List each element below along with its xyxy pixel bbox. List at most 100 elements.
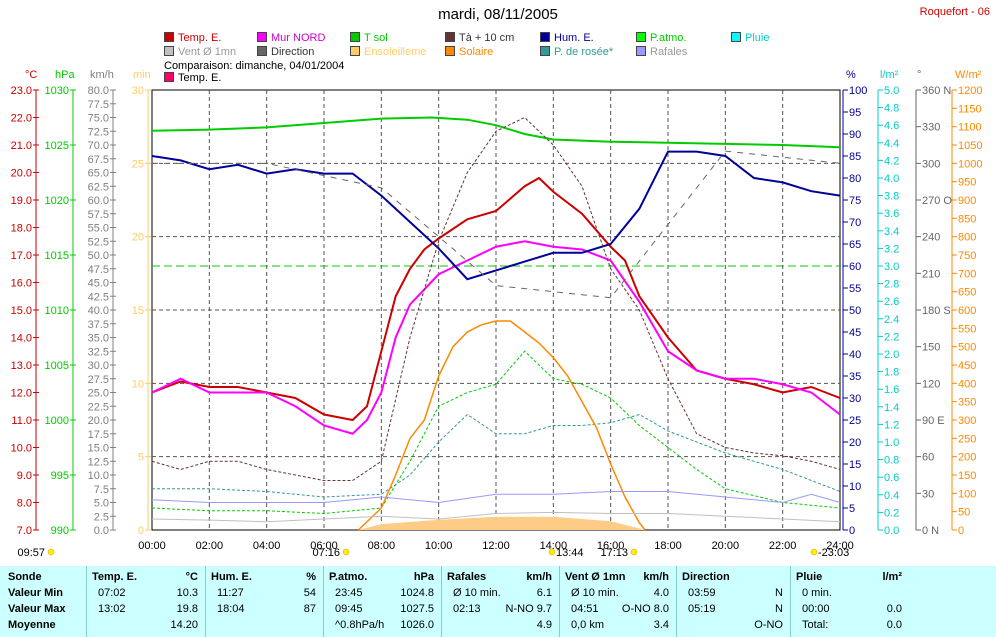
- table-column-divider: [86, 566, 87, 637]
- y-tick-label-solar_wm2: 800: [958, 232, 976, 244]
- y-tick-label-rain_lm2: 0.2: [884, 507, 899, 519]
- y-tick-label-rain_lm2: 4.6: [884, 120, 899, 132]
- y-tick-label-wind_kmh: 20.0: [88, 415, 109, 427]
- table-cell-time: ^0.8hPa/h: [335, 619, 385, 631]
- y-tick-label-temp_c: 22.0: [11, 113, 32, 125]
- y-tick-label-direction_deg: 90 E: [922, 415, 945, 427]
- x-tick-label: 24:00: [826, 540, 854, 552]
- table-cell-value: 0.0: [886, 619, 902, 631]
- legend-item: Temp. E.: [164, 32, 221, 44]
- y-tick-label-humidity_pct: 25: [849, 415, 861, 427]
- y-tick-label-humidity_pct: 60: [849, 261, 861, 273]
- table-column-unit: hPa: [413, 571, 434, 583]
- y-tick-label-solar_wm2: 500: [958, 342, 976, 354]
- table-column-header: Hum. E.: [211, 571, 252, 583]
- legend-item: Ensoleilleme: [350, 46, 426, 58]
- sun-marker-icon: [342, 548, 350, 556]
- y-tick-label-wind_kmh: 35.0: [88, 333, 109, 345]
- table-cell-time: 23:45: [335, 587, 363, 599]
- table-cell-time: 09:45: [335, 603, 363, 615]
- table-cell-time: 05:19: [688, 603, 716, 615]
- y-tick-label-direction_deg: 300: [922, 158, 940, 170]
- y-tick-label-temp_c: 17.0: [11, 250, 32, 262]
- legend-swatch: [257, 46, 267, 56]
- y-tick-label-temp_c: 21.0: [11, 140, 32, 152]
- y-tick-label-wind_kmh: 17.5: [88, 429, 109, 441]
- table-cell-time: Ø 10 min.: [571, 587, 619, 599]
- legend-item: P. de rosée*: [540, 46, 613, 58]
- y-tick-label-rain_lm2: 4.4: [884, 138, 899, 150]
- table-row-label: Valeur Max: [8, 603, 66, 615]
- legend-label: Hum. E.: [554, 32, 594, 44]
- y-tick-label-rain_lm2: 1.8: [884, 367, 899, 379]
- y-tick-label-wind_kmh: 15.0: [88, 443, 109, 455]
- y-tick-label-humidity_pct: 100: [849, 85, 867, 97]
- table-cell-value: O-NO 8.0: [621, 603, 669, 615]
- y-tick-label-humidity_pct: 35: [849, 371, 861, 383]
- table-column-divider: [205, 566, 206, 637]
- y-tick-label-rain_lm2: 1.4: [884, 402, 899, 414]
- y-tick-label-pressure_hpa: 990: [51, 525, 69, 537]
- y-tick-label-sunshine_min: 25: [132, 158, 144, 170]
- y-tick-label-humidity_pct: 85: [849, 151, 861, 163]
- y-tick-label-wind_kmh: 25.0: [88, 388, 109, 400]
- table-cell-value: 19.8: [176, 603, 198, 615]
- y-tick-label-rain_lm2: 2.0: [884, 349, 899, 361]
- y-tick-label-temp_c: 9.0: [17, 470, 32, 482]
- y-tick-label-humidity_pct: 30: [849, 393, 861, 405]
- table-cell-value: 6.1: [536, 587, 552, 599]
- y-tick-label-solar_wm2: 1100: [958, 122, 982, 134]
- axis-unit-label: km/h: [90, 69, 114, 81]
- legend-item: Mur NORD: [257, 32, 325, 44]
- table-cell-value: 14.20: [170, 619, 198, 631]
- sun-time-label: 07:16: [312, 547, 340, 559]
- y-tick-label-pressure_hpa: 1030: [45, 85, 69, 97]
- y-tick-label-temp_c: 20.0: [11, 168, 32, 180]
- legend-swatch: [257, 32, 267, 42]
- series-line-p-de-ros-e-: [152, 413, 841, 498]
- y-tick-label-solar_wm2: 400: [958, 378, 976, 390]
- legend-label: P.atmo.: [650, 32, 687, 44]
- y-tick-label-humidity_pct: 0: [849, 525, 855, 537]
- table-column-header: Direction: [682, 571, 730, 583]
- x-tick-label: 16:00: [597, 540, 625, 552]
- table-cell-value: N-NO 9.7: [505, 603, 552, 615]
- legend-label: Direction: [271, 46, 315, 58]
- y-tick-label-rain_lm2: 4.8: [884, 103, 899, 115]
- legend-swatch: [350, 32, 360, 42]
- table-column-divider: [559, 566, 560, 637]
- y-tick-label-rain_lm2: 0.8: [884, 455, 899, 467]
- y-tick-label-solar_wm2: 600: [958, 305, 976, 317]
- y-tick-label-rain_lm2: 3.0: [884, 261, 899, 273]
- table-cell-time: Total:: [802, 619, 829, 631]
- y-tick-label-solar_wm2: 1200: [958, 85, 982, 97]
- legend-swatch: [164, 32, 174, 42]
- table-column-header: Pluie: [796, 571, 823, 583]
- table-row-label: Valeur Min: [8, 587, 64, 599]
- table-cell-time: 18:04: [217, 603, 245, 615]
- legend-item: Rafales: [636, 46, 687, 58]
- y-tick-label-direction_deg: 150: [922, 342, 940, 354]
- table-cell-value: 1027.5: [400, 603, 434, 615]
- table-cell-time: 13:02: [98, 603, 126, 615]
- y-tick-label-solar_wm2: 350: [958, 397, 976, 409]
- y-tick-label-rain_lm2: 1.2: [884, 419, 899, 431]
- legend-label: Temp. E.: [178, 32, 222, 44]
- series-line-mur-nord: [151, 240, 841, 435]
- legend-swatch: [445, 32, 455, 42]
- x-tick-label: 02:00: [196, 540, 224, 552]
- sun-time-label: 13:44: [556, 547, 584, 559]
- legend-label: P. de rosée*: [554, 46, 614, 58]
- y-tick-label-direction_deg: 30: [922, 488, 934, 500]
- y-tick-label-wind_kmh: 67.5: [88, 154, 109, 166]
- series-line-vent-1mn: [151, 511, 841, 523]
- y-tick-label-sunshine_min: 10: [132, 378, 144, 390]
- y-tick-label-solar_wm2: 550: [958, 323, 976, 335]
- y-tick-label-rain_lm2: 3.4: [884, 226, 899, 238]
- legend-label: Solaire: [459, 46, 494, 58]
- table-cell-time: 07:02: [98, 587, 126, 599]
- y-tick-label-temp_c: 18.0: [11, 223, 32, 235]
- legend-item: Direction: [257, 46, 314, 58]
- y-tick-label-wind_kmh: 57.5: [88, 209, 109, 221]
- x-tick-label: 22:00: [769, 540, 797, 552]
